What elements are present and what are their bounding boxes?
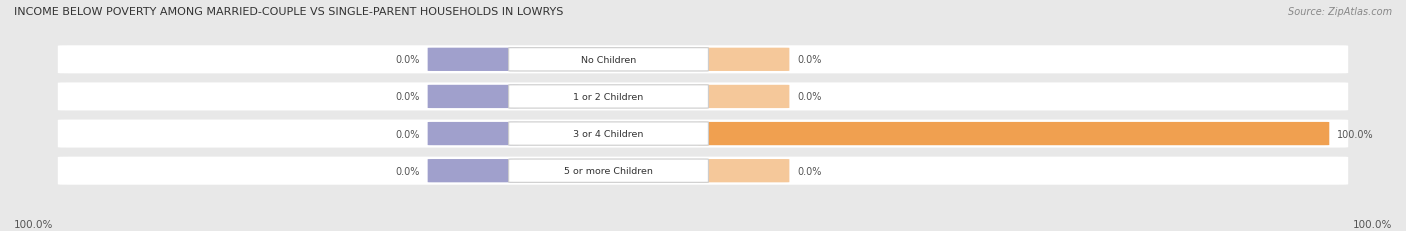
FancyBboxPatch shape <box>697 49 789 72</box>
Text: 100.0%: 100.0% <box>1337 129 1374 139</box>
Text: 0.0%: 0.0% <box>395 92 419 102</box>
Text: Source: ZipAtlas.com: Source: ZipAtlas.com <box>1288 7 1392 17</box>
FancyBboxPatch shape <box>427 49 519 72</box>
FancyBboxPatch shape <box>58 120 1348 148</box>
FancyBboxPatch shape <box>427 85 519 109</box>
Text: No Children: No Children <box>581 56 636 64</box>
FancyBboxPatch shape <box>509 49 709 72</box>
Text: INCOME BELOW POVERTY AMONG MARRIED-COUPLE VS SINGLE-PARENT HOUSEHOLDS IN LOWRYS: INCOME BELOW POVERTY AMONG MARRIED-COUPL… <box>14 7 564 17</box>
FancyBboxPatch shape <box>427 159 519 182</box>
Text: 0.0%: 0.0% <box>797 166 823 176</box>
Text: 5 or more Children: 5 or more Children <box>564 167 652 175</box>
FancyBboxPatch shape <box>58 157 1348 185</box>
FancyBboxPatch shape <box>509 122 709 146</box>
FancyBboxPatch shape <box>697 85 789 109</box>
FancyBboxPatch shape <box>509 159 709 182</box>
Text: 0.0%: 0.0% <box>797 55 823 65</box>
Text: 0.0%: 0.0% <box>395 55 419 65</box>
Text: 0.0%: 0.0% <box>395 129 419 139</box>
Text: 100.0%: 100.0% <box>14 219 53 229</box>
Text: 3 or 4 Children: 3 or 4 Children <box>574 130 644 138</box>
Text: 0.0%: 0.0% <box>395 166 419 176</box>
FancyBboxPatch shape <box>58 83 1348 111</box>
Text: 100.0%: 100.0% <box>1353 219 1392 229</box>
FancyBboxPatch shape <box>58 46 1348 74</box>
Text: 0.0%: 0.0% <box>797 92 823 102</box>
FancyBboxPatch shape <box>697 159 789 182</box>
FancyBboxPatch shape <box>509 85 709 109</box>
FancyBboxPatch shape <box>697 122 1329 146</box>
Text: 1 or 2 Children: 1 or 2 Children <box>574 93 644 101</box>
FancyBboxPatch shape <box>427 122 519 146</box>
